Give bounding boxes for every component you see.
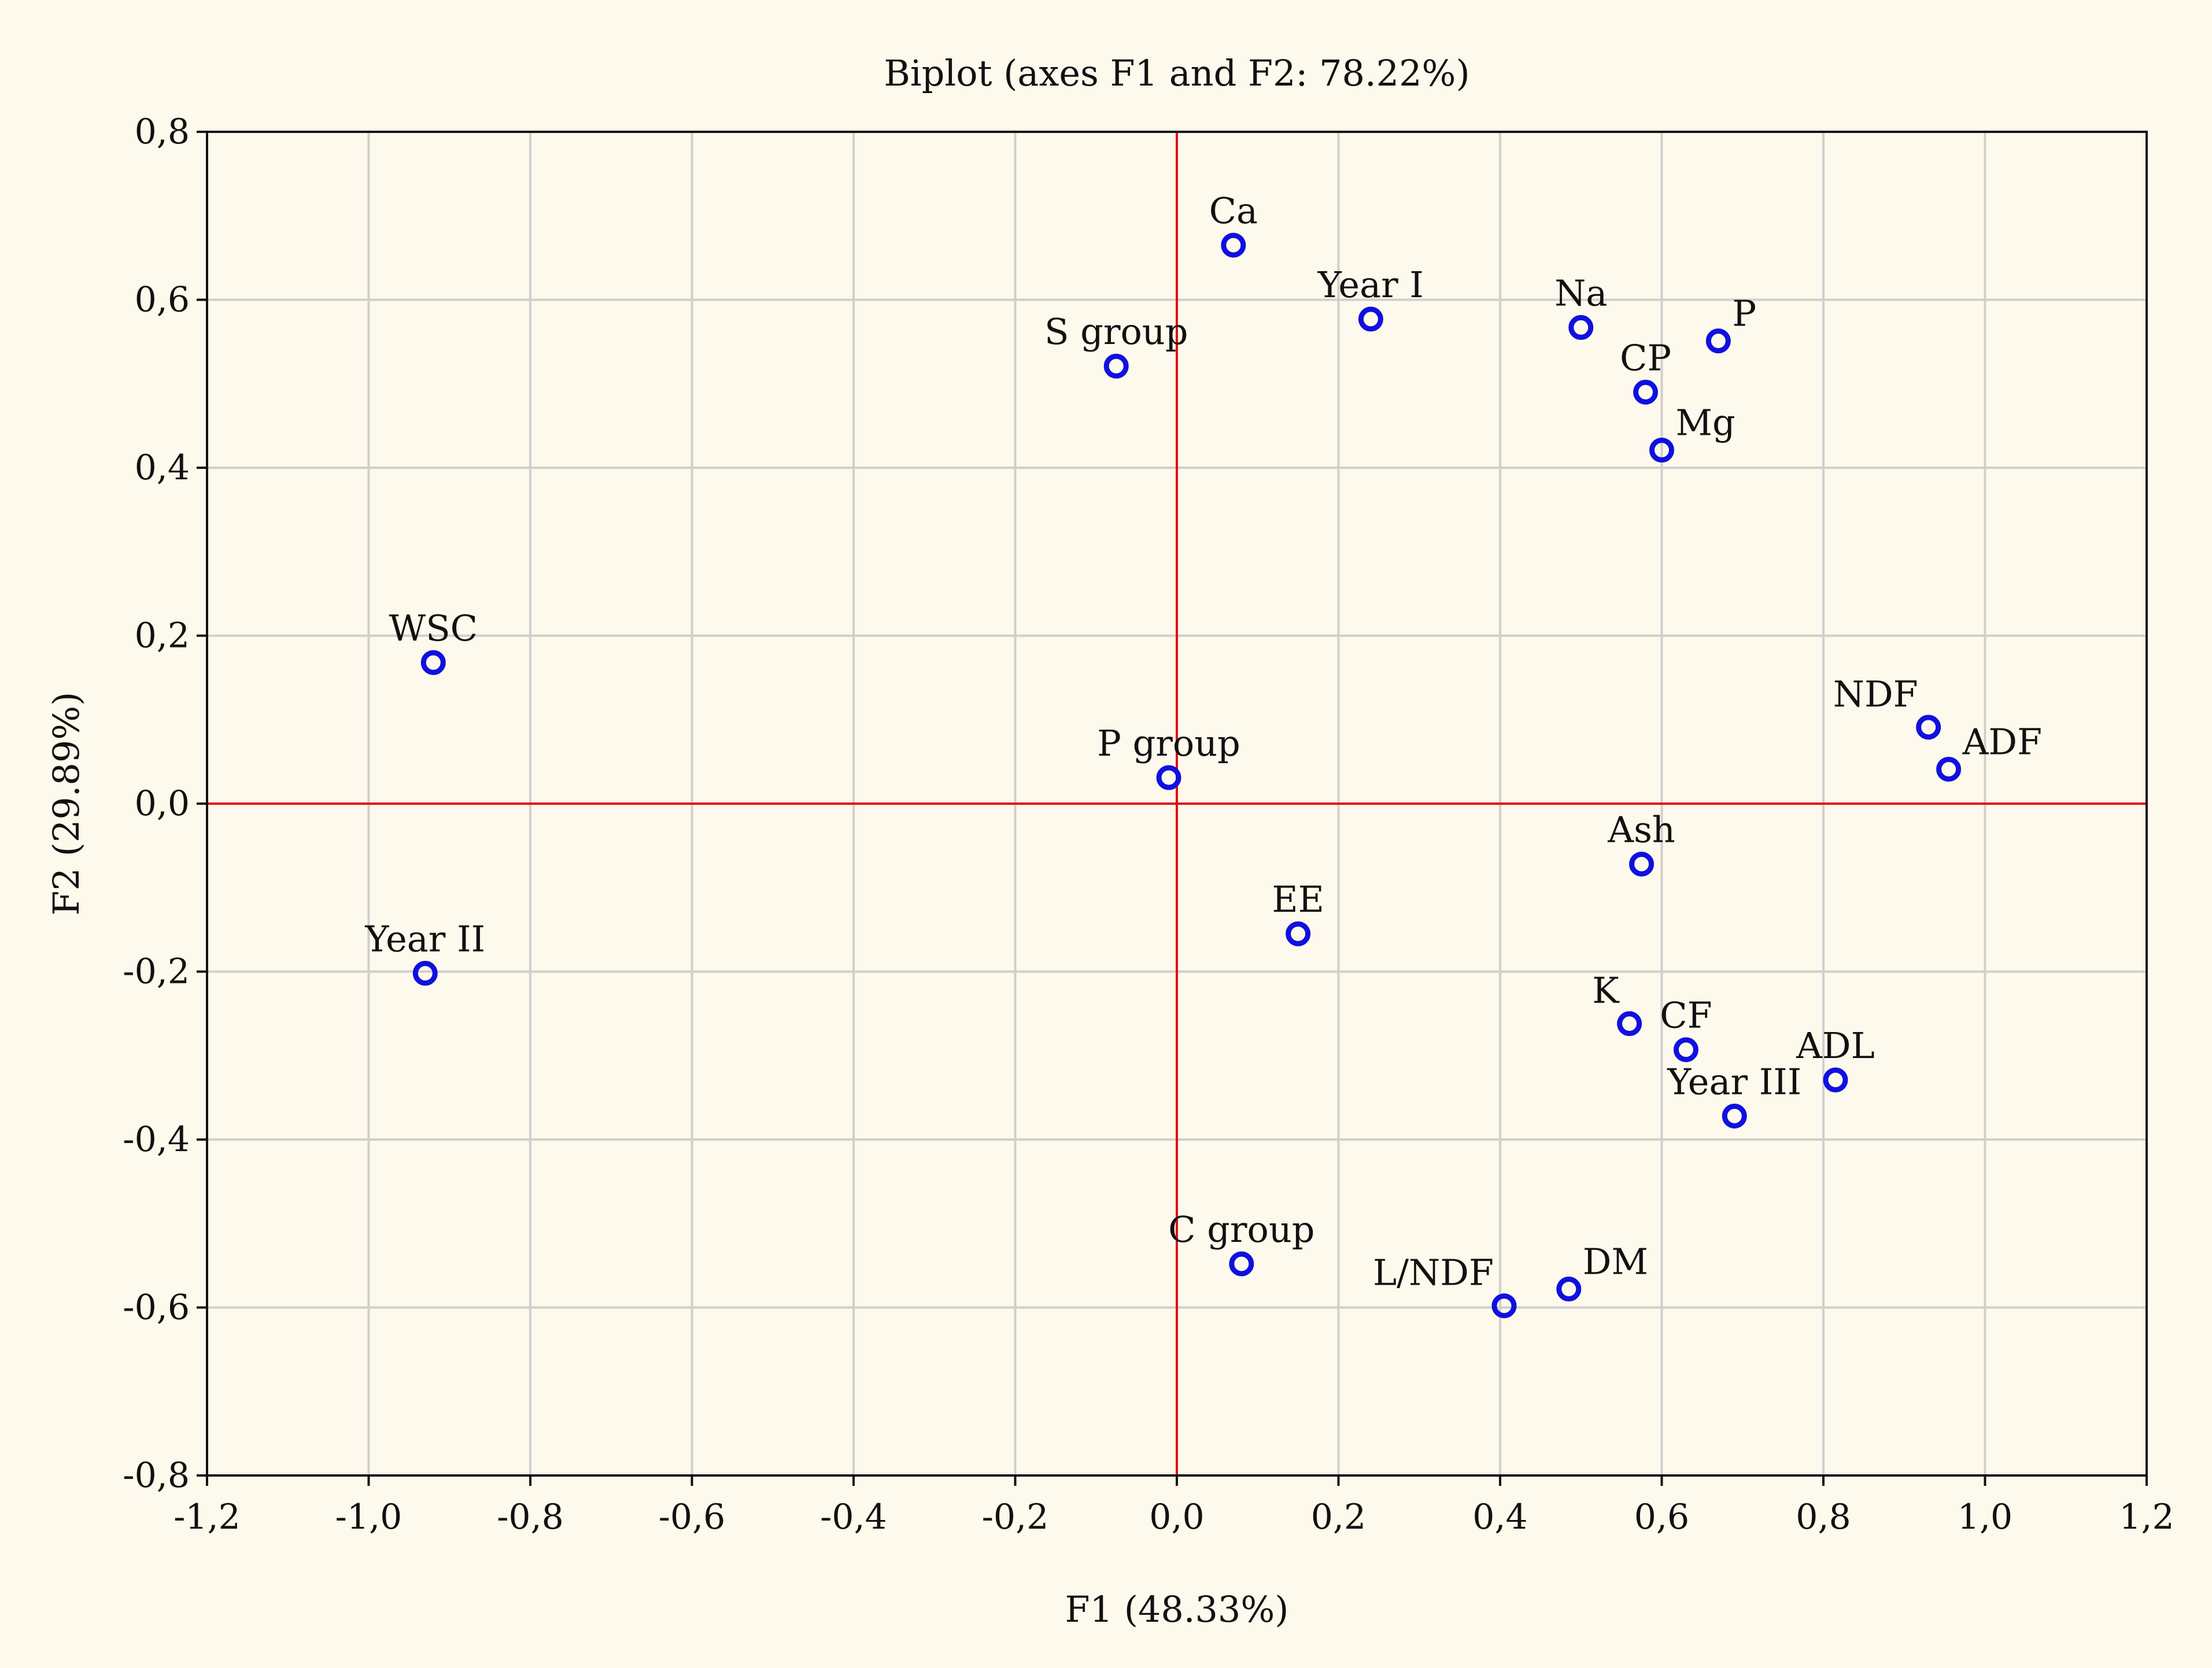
data-point-marker [1673,1037,1698,1063]
data-point-marker [1705,328,1731,354]
data-point-label: ADL [1796,1025,1875,1067]
data-point-marker [1221,232,1246,258]
data-point-group: WSC [389,607,478,675]
x-tick-label: -0,8 [497,1497,564,1537]
y-tick-label: 0,8 [135,112,190,152]
data-point-label: CF [1660,994,1712,1037]
data-point-marker [1936,756,1962,782]
data-point-group: Ca [1209,190,1258,258]
x-tick-label: 0,0 [1149,1497,1204,1537]
x-tick-label: 0,8 [1796,1497,1851,1537]
data-point-label: WSC [389,607,478,649]
data-point-marker [1491,1293,1517,1319]
x-tick-label: -1,2 [173,1497,241,1537]
data-point-marker [1649,437,1674,463]
data-point-group: NDF [1833,673,1941,740]
y-tick-label: -0,2 [123,952,190,992]
data-point-group: EE [1272,878,1324,946]
data-point-marker [412,960,438,986]
data-point-group: Year II [365,918,486,986]
y-tick-label: 0,0 [135,783,190,824]
x-tick-label: 1,2 [2119,1497,2174,1537]
x-tick-label: 0,4 [1472,1497,1527,1537]
data-point-label: Mg [1676,401,1735,443]
data-point-label: Na [1554,272,1607,314]
data-point-label: C group [1168,1208,1314,1251]
x-tick-label: 0,2 [1311,1497,1366,1537]
data-point-marker [1156,765,1181,790]
data-point-marker [1556,1277,1582,1302]
data-point-label: K [1592,970,1620,1012]
x-tick-label: -0,2 [982,1497,1049,1537]
data-point-label: S group [1044,310,1188,353]
data-point-group: C group [1168,1208,1315,1277]
axis-ticks: -1,2 -1,0 -0,8 -0,6 -0,4 -0,2 0,0 0,2 0,4 0,6 0,8 1… [123,112,2174,1537]
data-point-group: Ash [1607,809,1675,877]
x-tick-label: 0,6 [1634,1497,1689,1537]
x-tick-label: -0,6 [659,1497,726,1537]
y-tick-label: 0,6 [135,280,190,320]
data-point-group: Na [1554,272,1607,340]
data-point-group: L/NDF [1373,1252,1517,1319]
data-point-group: Mg [1649,401,1735,463]
y-axis-label: F2 (29.89%) [45,692,87,916]
chart-title: Biplot (axes F1 and F2: 78.22%) [884,52,1469,94]
data-point-marker [1823,1067,1848,1093]
data-point-label: Year III [1667,1060,1801,1103]
data-point-group: ADF [1936,720,2043,782]
y-tick-label: -0,4 [123,1119,190,1160]
data-point-label: CP [1620,336,1671,379]
data-point-marker [1722,1103,1747,1129]
x-tick-label: -0,4 [820,1497,887,1537]
data-point-label: Year I [1317,264,1424,306]
x-tick-label: 1,0 [1958,1497,2012,1537]
data-point-marker [1916,715,1941,740]
data-point-group: CF [1660,994,1712,1063]
y-tick-label: 0,2 [135,616,190,656]
data-point-group: Year III [1667,1060,1801,1129]
data-point-label: Ca [1209,190,1258,232]
data-point-label: P group [1097,722,1240,764]
data-point-group: P [1705,293,1756,354]
data-point-label: NDF [1833,673,1918,715]
data-point-label: EE [1272,878,1324,920]
y-tick-label: -0,8 [123,1455,190,1496]
data-point-marker [1358,306,1383,332]
data-point-label: ADF [1962,720,2043,763]
y-tick-label: 0,4 [135,447,190,488]
y-tick-label: -0,6 [123,1288,190,1328]
data-point-group: DM [1556,1241,1648,1302]
data-point-label: Year II [365,918,486,960]
data-point-marker [1617,1011,1642,1037]
data-point-marker [1286,921,1311,946]
data-point-marker [1568,315,1594,340]
data-point-group: P group [1097,722,1240,790]
data-point-marker [1229,1251,1254,1277]
data-point-group: K [1592,970,1642,1037]
data-point-label: L/NDF [1373,1252,1494,1294]
data-point-label: Ash [1607,809,1675,851]
data-point-group: ADL [1796,1025,1875,1093]
data-point-group: CP [1620,336,1671,405]
data-point-group: S group [1044,310,1188,379]
data-point-marker [420,650,446,675]
data-point-label: DM [1583,1241,1648,1283]
data-point-marker [1103,353,1129,379]
data-point-label: P [1732,293,1756,335]
x-tick-label: -1,0 [335,1497,402,1537]
data-point-group: Year I [1317,264,1424,332]
data-point-marker [1629,852,1655,877]
reference-lines [207,132,2147,1475]
data-point-marker [1633,379,1659,405]
x-axis-label: F1 (48.33%) [1065,1588,1289,1630]
